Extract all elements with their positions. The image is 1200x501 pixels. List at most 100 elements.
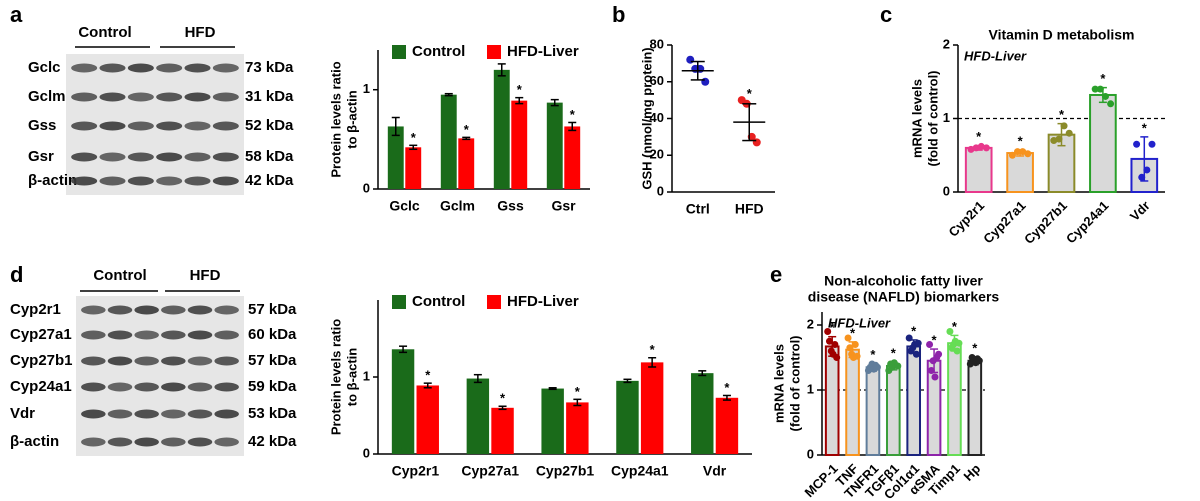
data-point bbox=[846, 344, 854, 352]
data-point bbox=[853, 352, 861, 360]
significance: * bbox=[830, 320, 836, 335]
blot-band bbox=[214, 330, 239, 340]
blot-band bbox=[107, 330, 133, 340]
size-label: 52 kDa bbox=[245, 117, 294, 134]
protein-label: Gclc bbox=[28, 59, 61, 76]
blot-band bbox=[71, 176, 98, 186]
panel-letter: d bbox=[10, 262, 23, 287]
panel-letter: e bbox=[770, 262, 782, 287]
significance: * bbox=[911, 323, 917, 338]
blot-band bbox=[212, 176, 239, 186]
data-point bbox=[851, 341, 859, 348]
significance: * bbox=[1142, 120, 1148, 135]
x-tick-label: Cyp27a1 bbox=[461, 463, 519, 479]
bar bbox=[566, 402, 589, 454]
data-point bbox=[955, 339, 963, 347]
significance: * bbox=[972, 340, 978, 355]
bar bbox=[387, 126, 404, 189]
bar bbox=[845, 348, 860, 457]
bar bbox=[493, 69, 510, 189]
blot-band bbox=[107, 409, 133, 419]
significance: * bbox=[575, 384, 581, 399]
data-point bbox=[894, 362, 902, 370]
size-label: 73 kDa bbox=[245, 59, 294, 76]
y-axis-label: (fold of control) bbox=[925, 70, 940, 166]
significance: * bbox=[650, 342, 656, 357]
data-point bbox=[931, 373, 939, 381]
blot-band bbox=[214, 305, 239, 315]
significance: * bbox=[952, 319, 958, 334]
bar bbox=[691, 373, 714, 454]
blot-band bbox=[187, 356, 213, 366]
blot-band bbox=[127, 176, 154, 186]
bar bbox=[1089, 93, 1117, 193]
blot-band bbox=[107, 305, 133, 315]
bar bbox=[947, 342, 962, 457]
size-label: 31 kDa bbox=[245, 88, 294, 105]
blot-band bbox=[156, 63, 183, 73]
y-tick-label: 20 bbox=[650, 147, 664, 162]
group-label: HFD bbox=[185, 24, 216, 41]
bar bbox=[546, 102, 563, 189]
bar bbox=[964, 146, 993, 193]
bar bbox=[906, 345, 922, 457]
protein-label: Cyp27b1 bbox=[10, 352, 73, 369]
group-label: HFD bbox=[190, 267, 221, 284]
bar bbox=[715, 397, 739, 454]
y-tick-label: 0 bbox=[657, 183, 664, 198]
y-axis-label: to β-actin bbox=[344, 90, 359, 149]
blot-band bbox=[187, 382, 213, 392]
data-point bbox=[825, 337, 833, 345]
significance: * bbox=[411, 130, 417, 145]
blot-band bbox=[99, 152, 126, 162]
x-tick-label: Cyp2r1 bbox=[945, 198, 987, 240]
blot-band bbox=[71, 152, 98, 162]
y-tick-label: 80 bbox=[650, 36, 664, 51]
bar bbox=[640, 362, 664, 454]
blot-band bbox=[161, 356, 186, 366]
blot-band bbox=[184, 121, 211, 131]
blot-band bbox=[212, 121, 239, 131]
significance: * bbox=[1018, 134, 1024, 149]
x-tick-label: Vdr bbox=[1127, 198, 1153, 224]
blot-band bbox=[187, 305, 213, 315]
y-axis-label: to β-actin bbox=[344, 348, 359, 407]
group-label: Control bbox=[93, 267, 146, 284]
blot-band bbox=[99, 63, 126, 73]
x-tick-label: Gss bbox=[497, 198, 524, 214]
blot-band bbox=[214, 356, 239, 366]
blot-band bbox=[107, 437, 133, 447]
annotation: HFD-Liver bbox=[964, 48, 1027, 63]
data-point bbox=[1138, 173, 1146, 181]
y-tick-label: 40 bbox=[650, 110, 664, 125]
data-point bbox=[914, 339, 922, 347]
data-point bbox=[824, 328, 832, 335]
y-tick-label: 0 bbox=[363, 445, 370, 460]
annotation: HFD-Liver bbox=[828, 315, 891, 330]
blot-band bbox=[99, 92, 126, 102]
bar bbox=[466, 378, 490, 454]
y-tick-label: 1 bbox=[363, 81, 370, 96]
significance: * bbox=[870, 347, 876, 362]
bar bbox=[458, 138, 475, 189]
bar bbox=[564, 126, 581, 189]
legend-swatch bbox=[392, 295, 406, 309]
y-axis-label: mRNA levels bbox=[771, 344, 786, 423]
data-point bbox=[1008, 151, 1016, 159]
chart-title: Non-alcoholic fatty liver bbox=[824, 273, 983, 289]
y-tick-label: 2 bbox=[807, 316, 814, 331]
blot-band bbox=[81, 356, 106, 366]
size-label: 53 kDa bbox=[248, 405, 297, 422]
blot-band bbox=[81, 382, 106, 392]
blot-band bbox=[156, 121, 183, 131]
significance: * bbox=[724, 380, 730, 395]
data-point bbox=[1065, 129, 1073, 137]
legend-swatch bbox=[392, 45, 406, 59]
blot-band bbox=[212, 63, 239, 73]
protein-label: Cyp24a1 bbox=[10, 378, 72, 395]
y-axis-label: Protein levels ratio bbox=[328, 61, 343, 177]
data-point bbox=[1024, 150, 1032, 158]
significance: * bbox=[570, 107, 576, 122]
protein-label: Gclm bbox=[28, 88, 66, 105]
size-label: 59 kDa bbox=[248, 378, 297, 395]
